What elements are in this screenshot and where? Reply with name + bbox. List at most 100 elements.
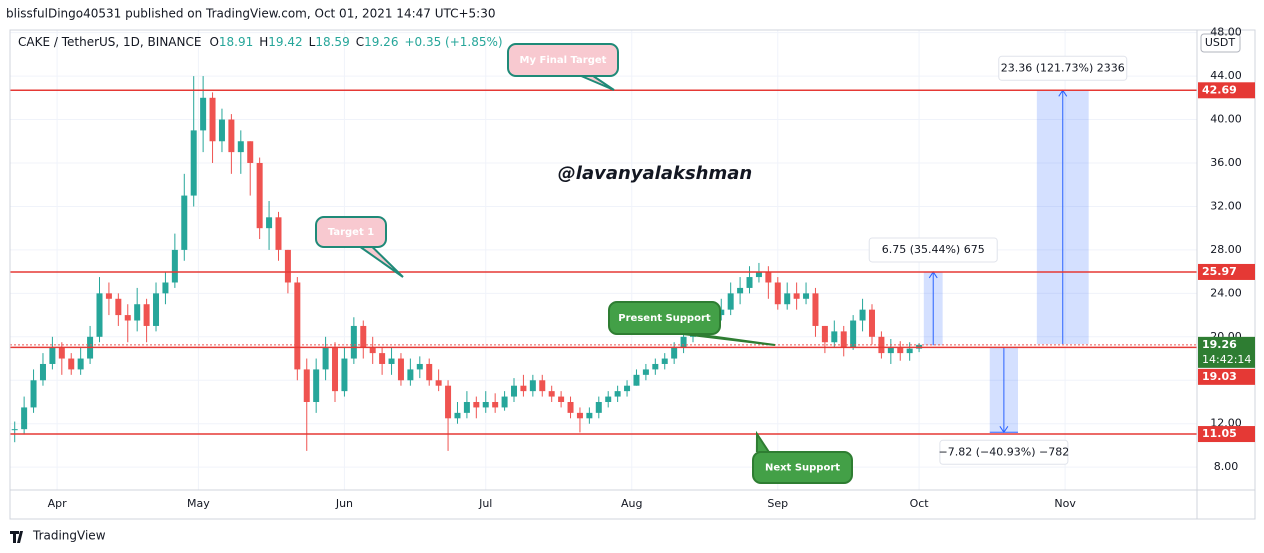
callout-box [507,43,619,77]
candle-body [379,353,386,364]
measure-label-box [939,439,1069,465]
x-tick-label: Aug [621,497,642,510]
callout-text: Target 1 [328,227,374,238]
candle-body [266,217,273,229]
last-price-tag [1198,336,1255,368]
legend-value: 19.42 [268,35,302,49]
callout-text: Present Support [618,313,711,324]
candle-body [539,380,546,392]
candle-body [624,385,631,392]
candle-body [718,309,725,316]
level-tag [1198,82,1255,99]
candle-body [369,347,376,354]
candle-body [671,347,678,359]
candle-body [793,293,800,299]
candle-body [840,331,847,348]
measure-label: 23.36 (121.73%) 2336 [1001,61,1125,74]
candle-body [162,282,169,294]
candle-body [576,412,583,419]
candle-body [294,282,301,370]
candle-body [473,401,480,408]
candle-body [633,374,640,386]
candle-body [228,119,235,153]
legend-symbol: CAKE / TetherUS, 1D, BINANCE [18,35,201,49]
legend-value: 18.59 [315,35,349,49]
candle-body [181,195,188,250]
candle-body [96,293,103,337]
candle-body [897,347,904,354]
candle-body [821,325,828,343]
legend-key: H [259,35,268,49]
y-tick-label: 36.00 [1210,156,1242,169]
callout-pointer [682,333,776,346]
candle-body [247,141,254,163]
candle-body [388,358,395,364]
candle-body [605,396,612,402]
candle-body [746,277,753,288]
candle-body [105,293,112,299]
publisher: blissfulDingo40531 published on TradingV… [6,7,496,21]
measure-label-box [998,55,1128,81]
candle-body [39,363,46,381]
footer: TradingView [32,529,106,543]
candle-body [463,401,470,413]
candle-body [595,401,602,413]
candle-body [303,369,310,402]
candle-body [200,97,207,131]
callout-box [608,301,721,335]
callout-text: Next Support [765,463,840,474]
watermark: @lavanyalakshman [558,163,752,184]
candle-body [859,309,866,321]
x-tick-label: Oct [910,497,930,510]
legend-key: O [209,35,218,49]
candle-body [218,119,225,142]
level-tag [1198,426,1255,443]
candle-body [416,363,423,370]
header-bg [0,0,1264,29]
candle-body [30,380,37,408]
candle-body [614,391,621,397]
candle-body [171,249,178,283]
candle-body [878,336,885,354]
callout-text: My Final Target [520,55,607,66]
x-tick-label: Apr [48,497,68,510]
legend-value: 19.26 [364,35,398,49]
candle-body [115,298,122,316]
candle-body [322,347,329,370]
candle-body [49,347,56,364]
candle-body [831,331,838,343]
candle-body [426,363,433,381]
candle-body [397,358,404,381]
callout-pointer [580,75,615,91]
candle-body [482,401,489,408]
candle-body [803,293,810,299]
x-tick-label: May [187,497,210,510]
candle-body [237,141,244,153]
measure-label-box [868,237,998,263]
legend-change: +0.35 (+1.85%) [404,35,502,49]
candle-body [812,293,819,326]
candle-body [492,401,499,408]
candle-body [21,407,28,430]
level-tag [1198,263,1255,280]
x-tick-label: Sep [767,497,788,510]
candle-body [887,347,894,354]
measure-label: 6.75 (35.44%) 675 [882,243,985,256]
callout-box [752,451,853,484]
candle-body [190,130,197,196]
candle-body [153,293,160,326]
level-tag [1198,368,1255,385]
candle-body [868,309,875,337]
candle-body [774,282,781,305]
candle-body [407,369,414,381]
legend-value: 18.91 [219,35,253,49]
candle-body [652,363,659,370]
candle-body [511,385,518,397]
candle-body [906,348,913,354]
candle-body [143,304,150,326]
level-label: 25.97 [1202,265,1237,278]
candle-body [661,358,668,364]
candle-body [256,162,263,229]
candle-body [454,412,461,419]
